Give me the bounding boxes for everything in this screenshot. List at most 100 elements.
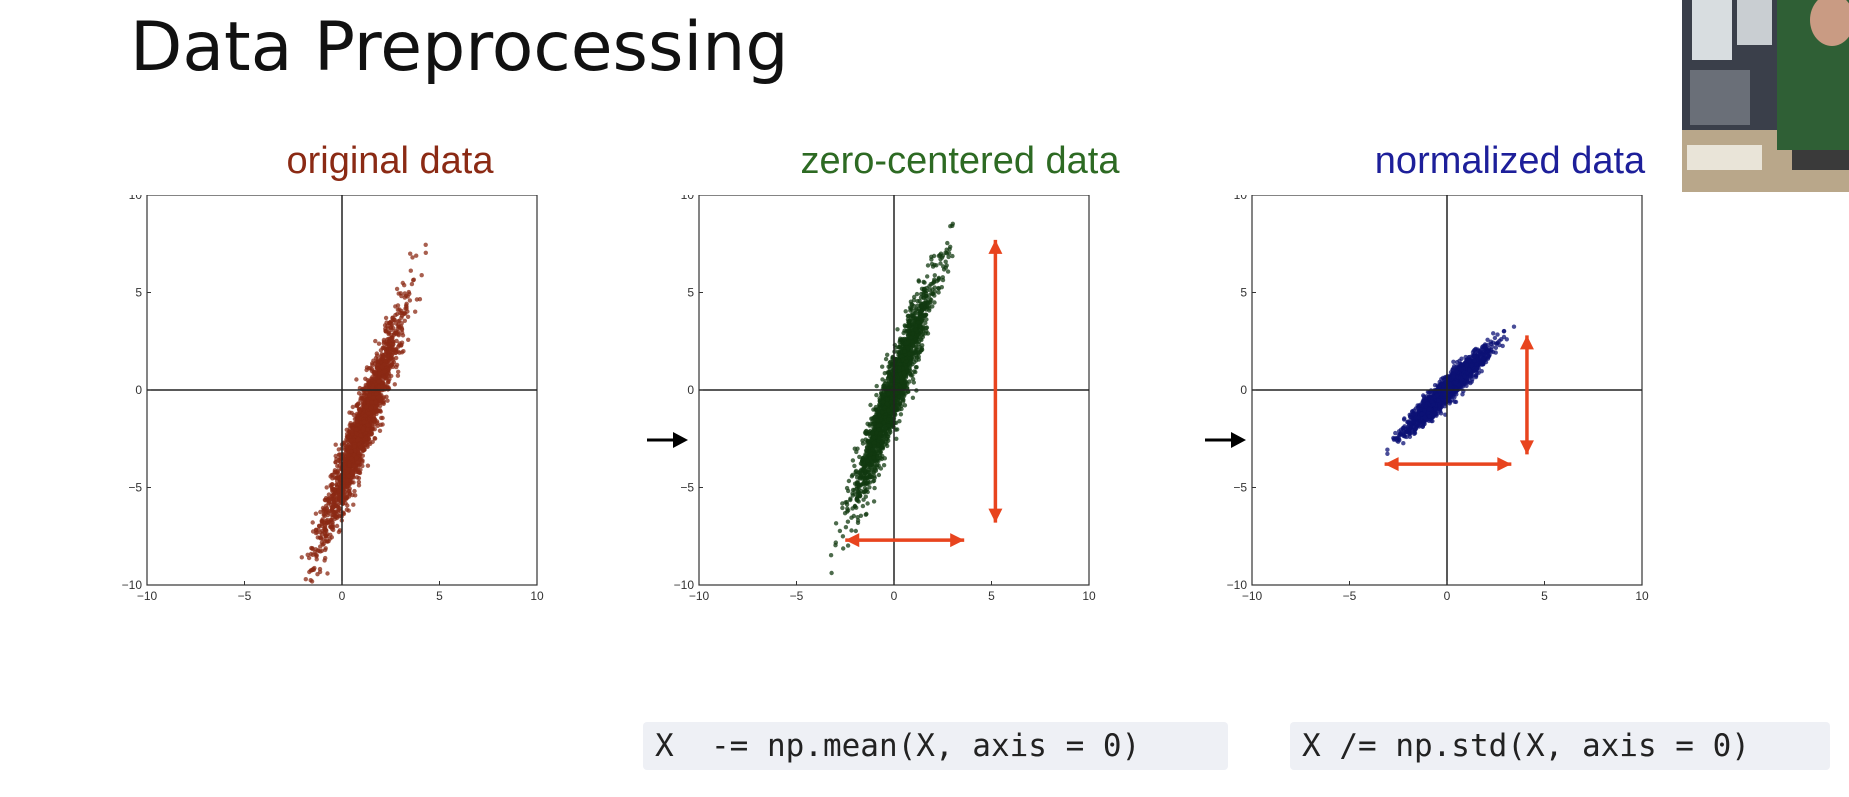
data-point — [872, 485, 877, 491]
data-point — [303, 577, 308, 582]
data-point — [324, 509, 329, 514]
data-point — [402, 295, 407, 300]
data-point — [883, 356, 889, 362]
data-point — [336, 505, 341, 510]
data-point — [871, 435, 877, 440]
data-point — [378, 399, 383, 404]
data-point — [877, 413, 882, 418]
data-point — [394, 355, 399, 361]
data-point — [910, 342, 916, 347]
data-point — [403, 303, 409, 308]
data-point — [849, 515, 854, 520]
data-point — [305, 552, 310, 557]
data-point — [885, 352, 890, 357]
data-point — [387, 338, 392, 344]
data-point — [398, 291, 403, 296]
data-point — [921, 313, 926, 318]
data-point — [382, 384, 388, 389]
data-point — [919, 347, 925, 352]
data-point — [911, 380, 916, 385]
data-point — [354, 475, 360, 480]
data-point — [330, 482, 335, 487]
data-point — [350, 404, 355, 410]
data-point — [356, 470, 361, 475]
data-point — [423, 242, 428, 247]
data-point — [898, 412, 904, 417]
data-point — [852, 446, 857, 451]
data-point — [903, 324, 908, 329]
data-point — [351, 502, 356, 507]
panel-title-zero-centered: zero-centered data — [800, 140, 1120, 182]
data-point — [323, 546, 328, 551]
data-point — [346, 473, 352, 479]
data-point — [936, 275, 942, 281]
data-point — [860, 462, 866, 468]
data-point — [855, 518, 861, 523]
data-point — [357, 407, 363, 412]
data-point — [324, 485, 329, 490]
data-point — [845, 543, 851, 548]
data-point — [907, 356, 912, 361]
data-point — [916, 350, 921, 355]
data-point — [335, 463, 340, 469]
data-point — [926, 304, 931, 309]
data-point — [336, 452, 342, 457]
data-point — [411, 278, 416, 283]
data-point — [319, 540, 325, 545]
data-point — [866, 449, 871, 454]
data-point — [855, 515, 860, 520]
data-point — [371, 395, 376, 400]
data-point — [382, 369, 387, 374]
data-point — [386, 330, 391, 335]
data-point — [871, 421, 876, 427]
data-point — [325, 497, 330, 502]
data-point — [860, 503, 866, 509]
data-point — [905, 345, 911, 351]
data-point — [348, 438, 354, 443]
x-tick-label: 5 — [988, 589, 995, 603]
data-point — [910, 395, 916, 400]
data-point — [872, 459, 877, 464]
data-point — [885, 423, 891, 428]
data-point — [897, 365, 902, 371]
data-point — [828, 553, 834, 558]
data-point — [916, 316, 921, 321]
data-point — [861, 489, 866, 495]
data-point — [374, 366, 380, 371]
data-point — [877, 436, 882, 441]
data-point — [373, 370, 378, 376]
data-point — [360, 463, 365, 469]
data-point — [833, 521, 839, 526]
data-point — [394, 338, 399, 344]
data-point — [908, 335, 914, 340]
data-point — [325, 571, 330, 576]
x-tick-label: 10 — [530, 589, 544, 603]
data-point — [363, 391, 368, 396]
data-point — [324, 528, 329, 533]
data-point — [872, 462, 878, 467]
data-point — [940, 275, 945, 280]
data-point — [362, 419, 367, 425]
data-point — [365, 423, 371, 428]
data-point — [417, 297, 423, 302]
data-point — [903, 379, 908, 384]
y-tick-label: 0 — [135, 383, 142, 397]
data-point — [924, 317, 929, 322]
data-point — [334, 523, 340, 529]
data-point — [354, 455, 359, 461]
data-point — [950, 253, 955, 259]
data-point — [872, 414, 878, 420]
data-point — [829, 570, 834, 576]
data-point — [355, 460, 360, 465]
data-point — [871, 440, 876, 445]
data-point — [854, 497, 859, 503]
x-tick-label: −10 — [137, 589, 158, 603]
data-point — [913, 307, 918, 313]
data-point — [895, 327, 900, 332]
data-point — [889, 378, 894, 383]
data-point — [916, 320, 921, 325]
data-point — [850, 493, 855, 498]
data-point — [365, 463, 371, 468]
data-point — [846, 508, 851, 513]
data-point — [883, 426, 888, 432]
